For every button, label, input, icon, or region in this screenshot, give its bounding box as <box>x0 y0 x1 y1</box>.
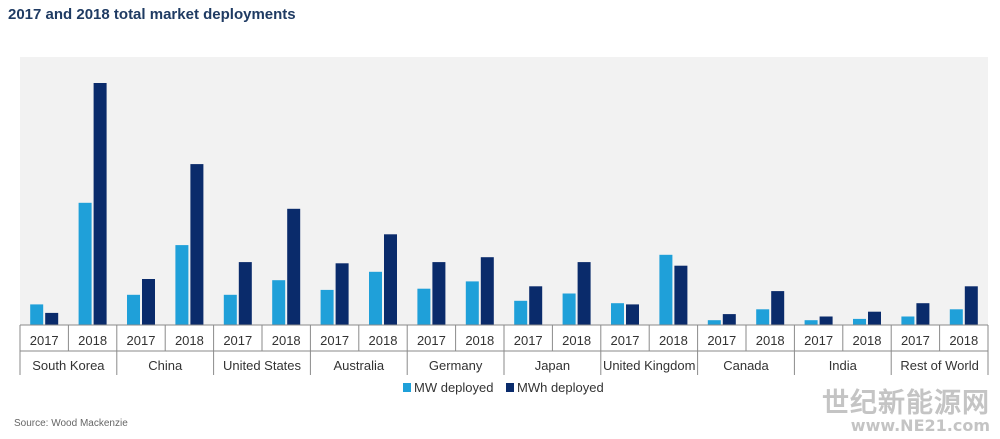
bar-mwh-united-states-2017 <box>238 262 252 325</box>
tick-label-year: 2018 <box>465 333 494 348</box>
bar-mw-germany-2017 <box>417 288 431 325</box>
tick-label-group-germany: Germany <box>429 358 483 373</box>
bar-mw-rest-of-world-2017 <box>901 316 915 325</box>
bar-mw-germany-2018 <box>465 281 479 325</box>
bar-mwh-rest-of-world-2018 <box>964 286 978 325</box>
legend-label-mwh: MWh deployed <box>517 380 604 395</box>
legend-label-mw: MW deployed <box>414 380 493 395</box>
bar-mwh-germany-2017 <box>432 262 446 325</box>
bar-mwh-japan-2018 <box>577 262 591 325</box>
tick-label-year: 2018 <box>659 333 688 348</box>
tick-label-year: 2017 <box>417 333 446 348</box>
bar-mw-canada-2017 <box>707 320 721 325</box>
bar-mw-china-2017 <box>127 294 140 326</box>
bar-mw-japan-2017 <box>514 300 528 325</box>
bar-mw-rest-of-world-2018 <box>949 309 963 325</box>
tick-label-year: 2017 <box>127 333 156 348</box>
tick-label-group-united-kingdom: United Kingdom <box>603 358 696 373</box>
legend-swatch-mwh <box>506 383 514 392</box>
bar-mwh-canada-2017 <box>722 314 736 325</box>
tick-label-year: 2017 <box>707 333 736 348</box>
bar-mwh-india-2017 <box>819 316 833 325</box>
bar-mw-japan-2018 <box>562 293 576 325</box>
bar-mw-canada-2018 <box>756 309 770 325</box>
tick-label-year: 2018 <box>853 333 882 348</box>
tick-label-year: 2018 <box>756 333 785 348</box>
tick-label-year: 2017 <box>30 333 59 348</box>
tick-label-year: 2018 <box>78 333 107 348</box>
bar-mwh-south-korea-2018 <box>93 83 107 325</box>
bar-mw-india-2017 <box>804 320 818 325</box>
tick-label-group-australia: Australia <box>334 358 385 373</box>
bar-mwh-south-korea-2017 <box>45 312 59 325</box>
tick-label-year: 2017 <box>611 333 640 348</box>
tick-label-group-china: China <box>148 358 183 373</box>
chart-title: 2017 and 2018 total market deployments <box>8 6 296 23</box>
plot-area <box>20 57 988 325</box>
tick-label-year: 2017 <box>320 333 349 348</box>
bar-mw-united-states-2018 <box>272 280 286 325</box>
tick-label-year: 2017 <box>514 333 543 348</box>
source-note: Source: Wood Mackenzie <box>14 418 128 429</box>
tick-label-group-canada: Canada <box>723 358 769 373</box>
watermark-name: 世纪新能源网 <box>822 387 990 419</box>
tick-label-year: 2017 <box>804 333 833 348</box>
bar-mw-india-2018 <box>853 318 866 325</box>
tick-label-year: 2018 <box>562 333 591 348</box>
tick-label-year: 2017 <box>901 333 930 348</box>
tick-label-group-india: India <box>829 358 858 373</box>
watermark-logo: 世纪新能源网 www.NE21.com <box>822 387 990 436</box>
tick-label-year: 2017 <box>223 333 252 348</box>
tick-label-year: 2018 <box>369 333 398 348</box>
bar-mwh-rest-of-world-2017 <box>916 303 930 325</box>
category-axis: 2017 2018 2017 2018 2017 2018 2017 2018 2017 2018… <box>19 324 989 375</box>
bar-mwh-germany-2018 <box>480 257 494 325</box>
bar-mw-united-states-2017 <box>223 294 237 326</box>
bar-mwh-united-states-2018 <box>287 208 301 325</box>
bar-mw-south-korea-2018 <box>78 202 92 325</box>
tick-label-year: 2018 <box>272 333 301 348</box>
bar-mwh-australia-2017 <box>335 263 349 325</box>
bar-mw-south-korea-2017 <box>30 304 44 325</box>
legend: MW deployed MWh deployed <box>403 380 604 395</box>
bar-mw-united-kingdom-2017 <box>611 303 624 325</box>
bar-mwh-canada-2018 <box>771 291 785 325</box>
bar-mwh-china-2017 <box>142 279 155 325</box>
tick-label-group-rest-of-world: Rest of World <box>900 358 979 373</box>
legend-swatch-mw <box>403 383 411 392</box>
tick-label-year: 2018 <box>949 333 978 348</box>
bar-mw-australia-2018 <box>369 271 382 325</box>
bar-mwh-united-kingdom-2018 <box>674 265 688 325</box>
bar-mwh-australia-2018 <box>384 234 397 326</box>
bar-mwh-india-2018 <box>868 311 881 325</box>
tick-label-year: 2018 <box>175 333 204 348</box>
tick-label-group-south-korea: South Korea <box>32 358 105 373</box>
bar-mw-united-kingdom-2018 <box>659 254 673 325</box>
watermark-url: www.NE21.com <box>850 416 990 436</box>
bars-layer <box>30 83 978 326</box>
tick-label-group-united-states: United States <box>223 358 302 373</box>
bar-mwh-united-kingdom-2017 <box>626 304 639 325</box>
bar-mwh-japan-2017 <box>529 286 543 325</box>
bar-mw-australia-2017 <box>320 289 334 325</box>
bar-mw-china-2018 <box>175 245 189 325</box>
tick-label-group-japan: Japan <box>535 358 570 373</box>
bar-mwh-china-2018 <box>190 164 204 325</box>
